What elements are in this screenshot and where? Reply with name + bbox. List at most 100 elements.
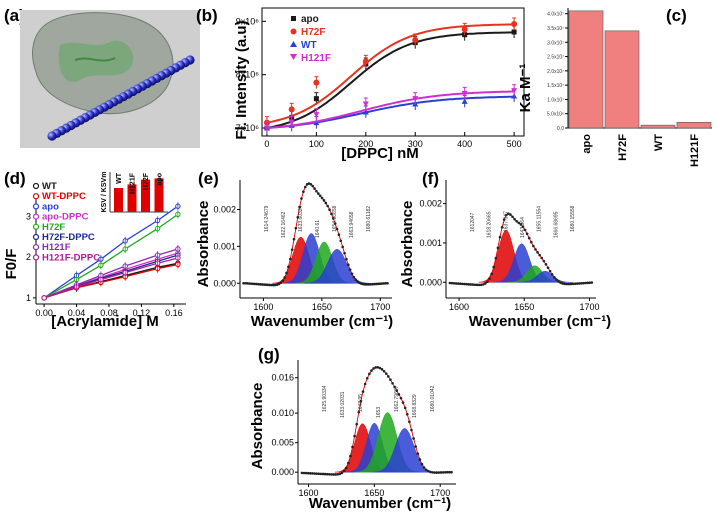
d-inset-y-label: KSV / KSVm [101,172,108,213]
f-data-point [532,244,535,248]
d-line-H121F-DPPC [43,257,179,299]
d-x-tick-label: 0.16 [165,308,183,318]
g-peak-label: 1668.8329 [412,394,418,418]
e-data-point [356,280,359,283]
f-peak-label: 1666.68695 [553,211,559,238]
g-data-point [418,458,422,461]
d-line-H121F [43,248,179,299]
f-data-point [582,281,585,285]
f-data-point [450,281,454,285]
c-plot-area: 0.0 5.0x10⁶ 1.0x10⁷ 1.5x10⁷ 2.0x10⁷ 2.5x10⁷ 3.… [547,8,712,167]
b-point-H121F [412,96,419,102]
d-legend: WTWT-DPPCapoapo-DPPCH72FH72F-DPPCH121FH1… [32,181,100,263]
panel-e: (e) Absorbance Wavenumber (cm⁻¹) 1600 165… [195,169,393,330]
d-y-tick-label: 3 [26,211,31,221]
e-data-point [373,282,376,286]
c-y-tick-label: 1.5x10⁷ [547,83,564,89]
b-y-tick-label: 8x10⁶ [236,70,260,80]
g-data-point [448,470,451,474]
c-bar-H121F [676,121,712,129]
g-data-point [323,472,327,476]
g-data-point [435,471,439,474]
b-point-H72F [412,37,419,43]
panel-label-c: (c) [666,6,687,25]
c-bar-H72F [604,30,640,129]
c-category-label: H121F [689,134,701,167]
d-legend-H121F: H121F [42,242,71,253]
e-band-3 [304,249,371,284]
f-data-point [565,282,569,286]
panel-b: (b) Fl. Intensity (a.u) [DPPC] nM 0 100 20… [196,6,525,162]
e-data-point [247,282,251,285]
g-data-point [374,366,377,369]
g-data-point [433,471,436,474]
g-data-point [387,375,390,378]
d-legend-marker-H121F-DPPC [32,254,40,261]
e-data-point [345,257,348,261]
f-data-point [517,221,521,225]
f-y-tick-label: 0.000 [419,277,442,287]
d-legend-H72F: H72F [42,222,65,233]
g-peak-label: 1648.95 [358,394,364,412]
g-data-point [334,473,337,476]
e-data-point [348,268,352,271]
g-data-point [300,471,304,475]
g-peak-label: 1653 [376,407,382,418]
e-data-point [242,281,245,285]
g-data-point [380,368,384,371]
g-y-axis-label: Absorbance [249,383,266,470]
e-data-point [330,212,333,216]
g-data-point [353,434,356,438]
d-y-tick-label: 1 [26,293,31,303]
f-peak-label: 1618.20665 [487,211,493,238]
e-peak-label: 1654.96658 [332,205,338,232]
e-data-point [333,222,337,225]
b-point-apo [511,29,517,35]
g-data-point [328,473,331,476]
panel-label-d: (d) [4,169,26,188]
b-point-H72F [511,21,518,27]
d-inset-category: apo [157,173,164,185]
d-y-axis-label: F0/F [3,249,20,280]
d-legend-marker-H72F [32,223,40,230]
e-data-point [380,282,384,285]
f-data-point [461,282,464,286]
f-y-tick-label: 0.001 [419,238,442,248]
g-data-point [372,367,375,370]
g-data-point [424,468,428,472]
f-data-point [559,281,562,284]
e-plot-area: 1600 1650 1700 0.000 0.001 0.002 1614.24679 162… [213,180,392,312]
f-data-point [548,269,552,273]
f-data-point [496,246,500,250]
b-point-H121F [362,101,369,107]
g-peak-label: 1662.79607 [394,385,400,412]
g-data-point [416,452,420,455]
d-legend-marker-H121F [32,244,40,251]
g-data-point [446,470,449,474]
g-data-point [330,473,333,476]
f-data-point [511,215,514,219]
d-x-axis-label: [Acrylamide] M [51,313,159,330]
b-point-H121F [511,88,518,94]
d-inset-bar-WT [114,188,123,212]
panel-a: (a) [4,6,200,148]
f-data-point [546,266,550,270]
e-x-tick-label: 1700 [370,302,390,312]
g-data-point [344,466,348,470]
f-data-point [550,273,554,276]
f-data-point [578,282,581,285]
g-data-point [420,462,424,466]
d-inset-category: H121F [130,172,137,194]
g-data-point [405,413,409,416]
d-legend-apo: apo [42,201,59,212]
b-x-tick-label: 100 [309,139,324,149]
b-y-tick-label: 7x10⁶ [236,123,260,133]
g-data-point [378,366,382,370]
g-x-tick-label: 1650 [364,488,384,498]
f-data-point [484,282,487,285]
g-data-point [317,472,321,476]
g-data-point [431,471,434,474]
g-data-point [370,369,373,372]
e-data-point [350,272,354,276]
e-data-point [259,283,262,286]
